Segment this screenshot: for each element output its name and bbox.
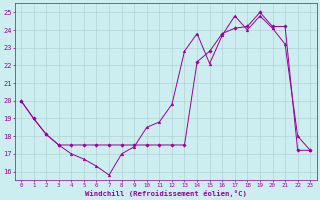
X-axis label: Windchill (Refroidissement éolien,°C): Windchill (Refroidissement éolien,°C): [85, 190, 247, 197]
